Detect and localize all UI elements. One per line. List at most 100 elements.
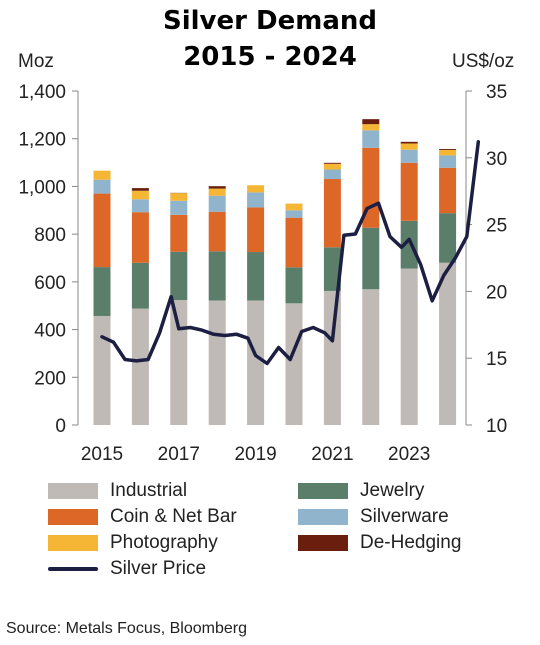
legend-item-industrial: Industrial bbox=[48, 480, 187, 502]
bar-jewelry-2021 bbox=[323, 247, 341, 291]
legend-label-photography: Photography bbox=[110, 532, 218, 553]
legend-label-coin-net-bar: Coin & Net Bar bbox=[110, 506, 237, 527]
bar-jewelry-2024 bbox=[439, 213, 457, 263]
bar-photography-2018 bbox=[208, 188, 226, 196]
bar-photography-2019 bbox=[247, 185, 265, 193]
legend-item-coin-net-bar: Coin & Net Bar bbox=[48, 506, 237, 528]
chart-legend: Industrial Jewelry Coin & Net Bar Silver… bbox=[0, 476, 540, 586]
legend-swatch-photography bbox=[48, 535, 98, 551]
bar-industrial-2017 bbox=[170, 299, 188, 425]
bar-photography-2023 bbox=[400, 143, 418, 150]
bar-silverware-2024 bbox=[439, 155, 457, 168]
left-axis-unit: Moz bbox=[18, 51, 54, 72]
legend-swatch-industrial bbox=[48, 483, 98, 499]
legend-label-silver-price: Silver Price bbox=[110, 558, 207, 579]
left-y-tick-label: 400 bbox=[34, 321, 66, 342]
bar-silverware-2018 bbox=[208, 195, 226, 212]
legend-line-silver-price bbox=[48, 567, 98, 571]
bar-industrial-2022 bbox=[362, 289, 380, 425]
legend-swatch-de-hedging bbox=[298, 535, 348, 551]
bar-industrial-2019 bbox=[247, 300, 265, 425]
bar-coin-net-bar-2020 bbox=[285, 217, 303, 268]
chart-title-line-1: Silver Demand bbox=[163, 6, 377, 36]
legend-label-de-hedging: De-Hedging bbox=[360, 532, 462, 553]
right-axis-unit: US$/oz bbox=[452, 51, 514, 72]
bar-silverware-2020 bbox=[285, 210, 303, 218]
bar-jewelry-2016 bbox=[131, 262, 149, 309]
bar-jewelry-2019 bbox=[247, 252, 265, 301]
legend-item-de-hedging: De-Hedging bbox=[298, 532, 461, 554]
left-y-tick-label: 0 bbox=[55, 416, 66, 437]
right-y-tick-label: 35 bbox=[486, 82, 507, 103]
bar-coin-net-bar-2023 bbox=[400, 162, 418, 221]
bar-silverware-2015 bbox=[93, 179, 111, 194]
x-tick-label-2015: 2015 bbox=[81, 444, 123, 465]
silver-demand-chart: Moz US$/oz 0 200 400 600 800 1,000 1,200 1,400 10 1… bbox=[18, 51, 514, 465]
legend-item-jewelry: Jewelry bbox=[298, 480, 424, 502]
bar-photography-2022 bbox=[362, 124, 380, 131]
legend-swatch-silverware bbox=[298, 509, 348, 525]
bar-coin-net-bar-2019 bbox=[247, 207, 265, 253]
bar-de-hedging-2024 bbox=[439, 148, 457, 150]
bar-industrial-2016 bbox=[131, 308, 149, 425]
bar-photography-2015 bbox=[93, 170, 111, 180]
bar-jewelry-2022 bbox=[362, 227, 380, 290]
bar-industrial-2018 bbox=[208, 300, 226, 425]
bar-silverware-2019 bbox=[247, 192, 265, 208]
legend-swatch-jewelry bbox=[298, 483, 348, 499]
right-y-tick-label: 25 bbox=[486, 216, 507, 237]
legend-item-photography: Photography bbox=[48, 532, 218, 554]
bar-industrial-2024 bbox=[439, 262, 457, 425]
bar-jewelry-2017 bbox=[170, 251, 188, 300]
bar-de-hedging-2022 bbox=[362, 119, 380, 125]
bar-photography-2020 bbox=[285, 203, 303, 211]
bar-jewelry-2020 bbox=[285, 267, 303, 304]
x-tick-label-2021: 2021 bbox=[311, 444, 353, 465]
legend-item-silver-price: Silver Price bbox=[48, 558, 206, 580]
right-y-tick-label: 15 bbox=[486, 349, 507, 370]
right-y-tick-label: 20 bbox=[486, 282, 507, 303]
bar-de-hedging-2016 bbox=[131, 188, 149, 191]
bar-photography-2016 bbox=[131, 190, 149, 200]
legend-item-silverware: Silverware bbox=[298, 506, 449, 528]
bar-industrial-2015 bbox=[93, 315, 111, 425]
bar-photography-2021 bbox=[323, 163, 341, 170]
legend-label-silverware: Silverware bbox=[360, 506, 449, 527]
bar-silverware-2023 bbox=[400, 149, 418, 163]
bar-silverware-2022 bbox=[362, 130, 380, 148]
left-y-tick-label: 1,200 bbox=[18, 130, 66, 151]
bar-coin-net-bar-2018 bbox=[208, 211, 226, 252]
left-y-tick-label: 600 bbox=[34, 273, 66, 294]
bar-coin-net-bar-2017 bbox=[170, 214, 188, 252]
left-y-tick-label: 1,000 bbox=[18, 177, 66, 198]
bar-photography-2024 bbox=[439, 149, 457, 156]
x-tick-label-2023: 2023 bbox=[388, 444, 430, 465]
x-tick-label-2019: 2019 bbox=[234, 444, 276, 465]
chart-title-line-2: 2015 - 2024 bbox=[183, 42, 357, 72]
bar-silverware-2017 bbox=[170, 200, 188, 215]
left-y-tick-label: 1,400 bbox=[18, 82, 66, 103]
bar-jewelry-2015 bbox=[93, 267, 111, 316]
legend-swatch-coin-net-bar bbox=[48, 509, 98, 525]
bar-jewelry-2018 bbox=[208, 251, 226, 301]
right-y-tick-label: 10 bbox=[486, 416, 507, 437]
x-tick-label-2017: 2017 bbox=[158, 444, 200, 465]
legend-label-jewelry: Jewelry bbox=[360, 480, 425, 501]
bar-de-hedging-2023 bbox=[400, 141, 418, 144]
bar-industrial-2021 bbox=[323, 290, 341, 425]
left-y-tick-label: 200 bbox=[34, 368, 66, 389]
bar-de-hedging-2021 bbox=[323, 162, 341, 164]
bar-industrial-2020 bbox=[285, 303, 303, 425]
bar-coin-net-bar-2024 bbox=[439, 167, 457, 214]
legend-label-industrial: Industrial bbox=[110, 480, 188, 501]
bar-silverware-2021 bbox=[323, 169, 341, 180]
bar-de-hedging-2018 bbox=[208, 186, 226, 189]
bar-industrial-2023 bbox=[400, 268, 418, 425]
bar-silverware-2016 bbox=[131, 199, 149, 213]
bar-coin-net-bar-2021 bbox=[323, 179, 341, 248]
bar-coin-net-bar-2015 bbox=[93, 193, 111, 268]
right-y-tick-label: 30 bbox=[486, 149, 507, 170]
bar-photography-2017 bbox=[170, 193, 188, 201]
bar-jewelry-2023 bbox=[400, 220, 418, 269]
bar-coin-net-bar-2016 bbox=[131, 212, 149, 263]
